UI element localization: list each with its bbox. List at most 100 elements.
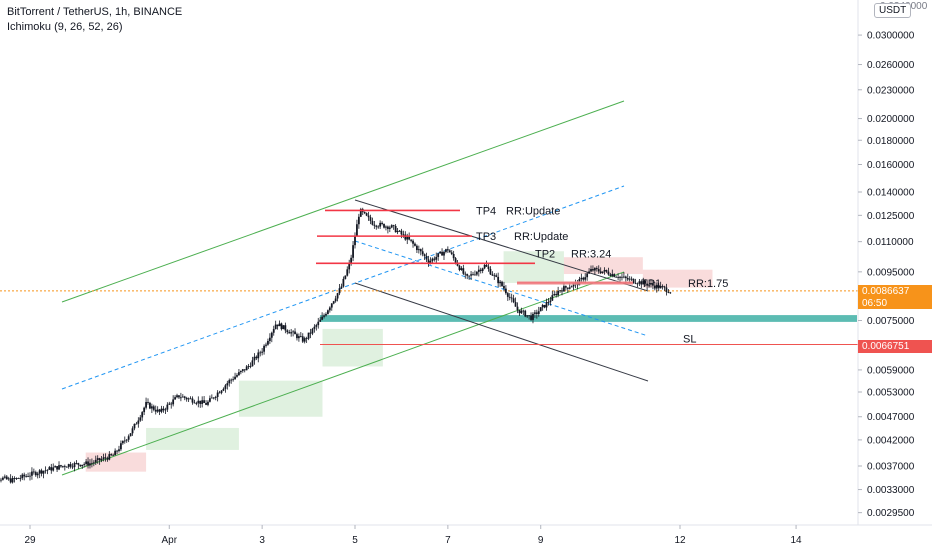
candle-body (274, 324, 277, 330)
candle-body (650, 283, 652, 285)
candle-body (582, 277, 585, 280)
price-tick-label: 0.0095000 (867, 267, 915, 278)
candle-body (319, 319, 322, 322)
candle-body (332, 301, 335, 304)
candle-body (386, 226, 389, 229)
candle-body (346, 269, 349, 276)
candle-body (549, 300, 552, 303)
candle-body (249, 366, 252, 367)
trend-channels (0, 100, 858, 476)
candle-body (472, 274, 474, 276)
target-lines (316, 209, 633, 285)
candle-body (83, 463, 86, 465)
candle-body (127, 436, 130, 440)
candle-body (638, 281, 641, 284)
candle-body (234, 376, 236, 380)
candle-body (87, 461, 89, 466)
time-tick-label: 14 (791, 535, 803, 546)
candle-body (195, 403, 198, 404)
candle-body (669, 292, 672, 294)
candle-body (245, 366, 248, 371)
price-tick-label: 0.0200000 (867, 114, 915, 125)
candle-body (54, 466, 57, 468)
currency-button[interactable]: USDT (874, 3, 912, 18)
candle-body (50, 467, 53, 471)
candle-body (305, 338, 308, 340)
candle-body (607, 271, 610, 275)
candle-body (197, 400, 200, 404)
candle-body (559, 290, 561, 292)
price-axis[interactable]: 0.0300000 0.0260000 0.0230000 0.0200000 0.01… (857, 0, 928, 525)
time-tick-label: 9 (538, 535, 544, 546)
candle-body (7, 478, 10, 480)
candle-body (642, 280, 645, 285)
price-tick-label: 0.0230000 (867, 85, 915, 96)
candle-body (388, 227, 391, 229)
candle-body (603, 269, 606, 272)
candle-body (123, 440, 126, 442)
candle-body (25, 476, 28, 477)
candle-body (15, 478, 18, 479)
candle-body (646, 283, 649, 286)
candle-body (328, 307, 331, 311)
indicator-label[interactable]: Ichimoku (9, 26, 52, 26) (7, 21, 123, 33)
target-label-tp2: TP2 (535, 248, 555, 260)
candle-body (73, 463, 76, 468)
candle-body (520, 310, 523, 314)
candle-body (601, 271, 604, 273)
candle-body (615, 276, 618, 278)
candle-body (535, 312, 538, 314)
channel-mid-line (61, 185, 625, 390)
candle-body (79, 464, 82, 467)
price-tick-label: 0.0140000 (867, 188, 915, 199)
candle-body (69, 464, 72, 467)
time-tick-label: Apr (162, 535, 178, 546)
candle-body (251, 360, 254, 367)
candle-body (60, 465, 62, 467)
candle-body (528, 315, 531, 317)
candlesticks (0, 207, 672, 484)
price-tick-label: 0.0125000 (867, 211, 915, 222)
price-tick-label: 0.0300000 (867, 31, 915, 42)
candle-body (532, 313, 534, 320)
falling-channel-mid (354, 240, 649, 337)
candle-body (42, 470, 45, 474)
cloud-segment (85, 452, 147, 472)
cloud-segment (322, 328, 383, 367)
candle-body (315, 325, 318, 327)
candle-body (595, 268, 598, 270)
candle-body (272, 329, 275, 333)
candle-body (228, 380, 231, 384)
ichimoku-cloud (85, 251, 713, 472)
candle-body (348, 263, 351, 270)
candle-body (350, 257, 353, 264)
candle-body (369, 217, 372, 221)
candle-body (282, 325, 285, 330)
candle-body (588, 271, 590, 274)
candle-body (183, 396, 186, 398)
symbol-title[interactable]: BitTorrent / TetherUS, 1h, BINANCE (7, 6, 183, 18)
candle-body (640, 281, 643, 285)
candle-body (621, 276, 623, 278)
candle-body (313, 326, 316, 329)
candle-body (116, 450, 118, 452)
time-axis[interactable]: 29 Apr 3 5 7 9 12 14 (0, 524, 932, 546)
candle-body (624, 276, 627, 279)
candle-body (137, 420, 140, 424)
candle-body (644, 280, 647, 284)
candle-body (77, 463, 80, 465)
candle-body (657, 284, 660, 289)
candle-body (102, 457, 105, 460)
candle-body (203, 400, 206, 403)
candle-body (3, 476, 6, 478)
price-tick-label: 0.0075000 (867, 316, 915, 327)
price-tick-label: 0.0033000 (867, 485, 915, 496)
candle-body (131, 428, 134, 434)
candle-body (518, 310, 521, 314)
candle-body (278, 323, 281, 327)
candle-body (572, 283, 575, 287)
candle-body (85, 461, 88, 464)
price-tick-label: 0.0059000 (867, 365, 915, 376)
candle-body (149, 402, 151, 409)
